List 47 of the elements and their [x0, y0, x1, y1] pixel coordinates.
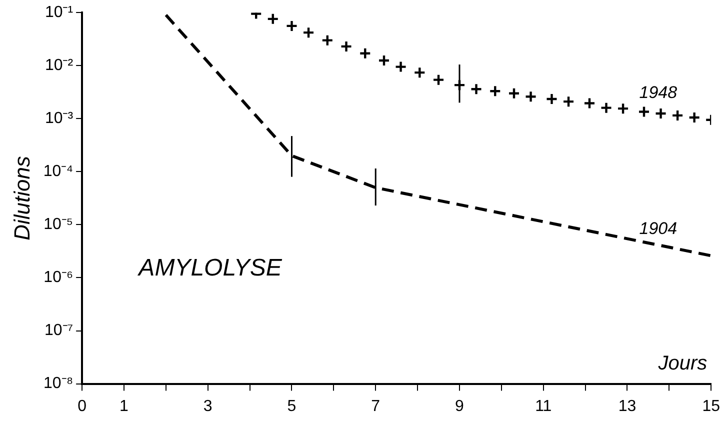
- point: [508, 87, 520, 100]
- point: [321, 34, 334, 46]
- series-label: 1948: [639, 83, 678, 102]
- point: [688, 111, 700, 124]
- point: [432, 74, 445, 86]
- x-tick-label: 7: [371, 398, 380, 415]
- point: [378, 54, 390, 67]
- point: [453, 78, 466, 92]
- x-tick-label: 9: [455, 398, 464, 415]
- x-tick-label: 13: [618, 398, 636, 415]
- point: [546, 92, 558, 106]
- point: [489, 85, 502, 98]
- point: [302, 26, 315, 39]
- point: [266, 12, 279, 26]
- y-tick-label: 10⁻⁸: [44, 375, 74, 392]
- annotation: AMYLOLYSE: [136, 254, 283, 282]
- point: [600, 102, 612, 114]
- point: [394, 60, 407, 73]
- y-tick-label: 10⁻²: [44, 57, 74, 74]
- x-tick-label: 1: [120, 398, 129, 415]
- line-series: [164, 14, 712, 258]
- x-axis-title: Jours: [657, 352, 708, 374]
- series-label: 1904: [639, 218, 678, 238]
- y-tick-label: 10⁻³: [44, 110, 74, 128]
- point: [583, 97, 596, 110]
- y-tick-label: 10⁻⁴: [43, 163, 74, 180]
- point: [414, 66, 426, 79]
- y-tick-label: 10⁻⁵: [44, 216, 74, 234]
- y-tick-label: 10⁻¹: [44, 4, 74, 22]
- x-tick-label: 5: [287, 398, 296, 415]
- point: [340, 40, 352, 53]
- point: [562, 95, 575, 108]
- point: [654, 107, 667, 120]
- x-tick-label: 3: [203, 398, 212, 415]
- x-tick-label: 11: [535, 398, 552, 415]
- x-tick-label: 0: [78, 398, 87, 415]
- point: [359, 47, 372, 60]
- point: [671, 109, 684, 122]
- point: [616, 102, 630, 115]
- point: [286, 20, 298, 32]
- point: [524, 90, 537, 103]
- y-axis-title: Dilutions: [9, 156, 34, 240]
- point: [470, 83, 482, 96]
- point: [638, 106, 650, 118]
- y-tick-label: 10⁻⁷: [44, 322, 74, 340]
- y-tick-label: 10⁻⁶: [44, 269, 74, 286]
- x-tick-label: 15: [702, 398, 720, 415]
